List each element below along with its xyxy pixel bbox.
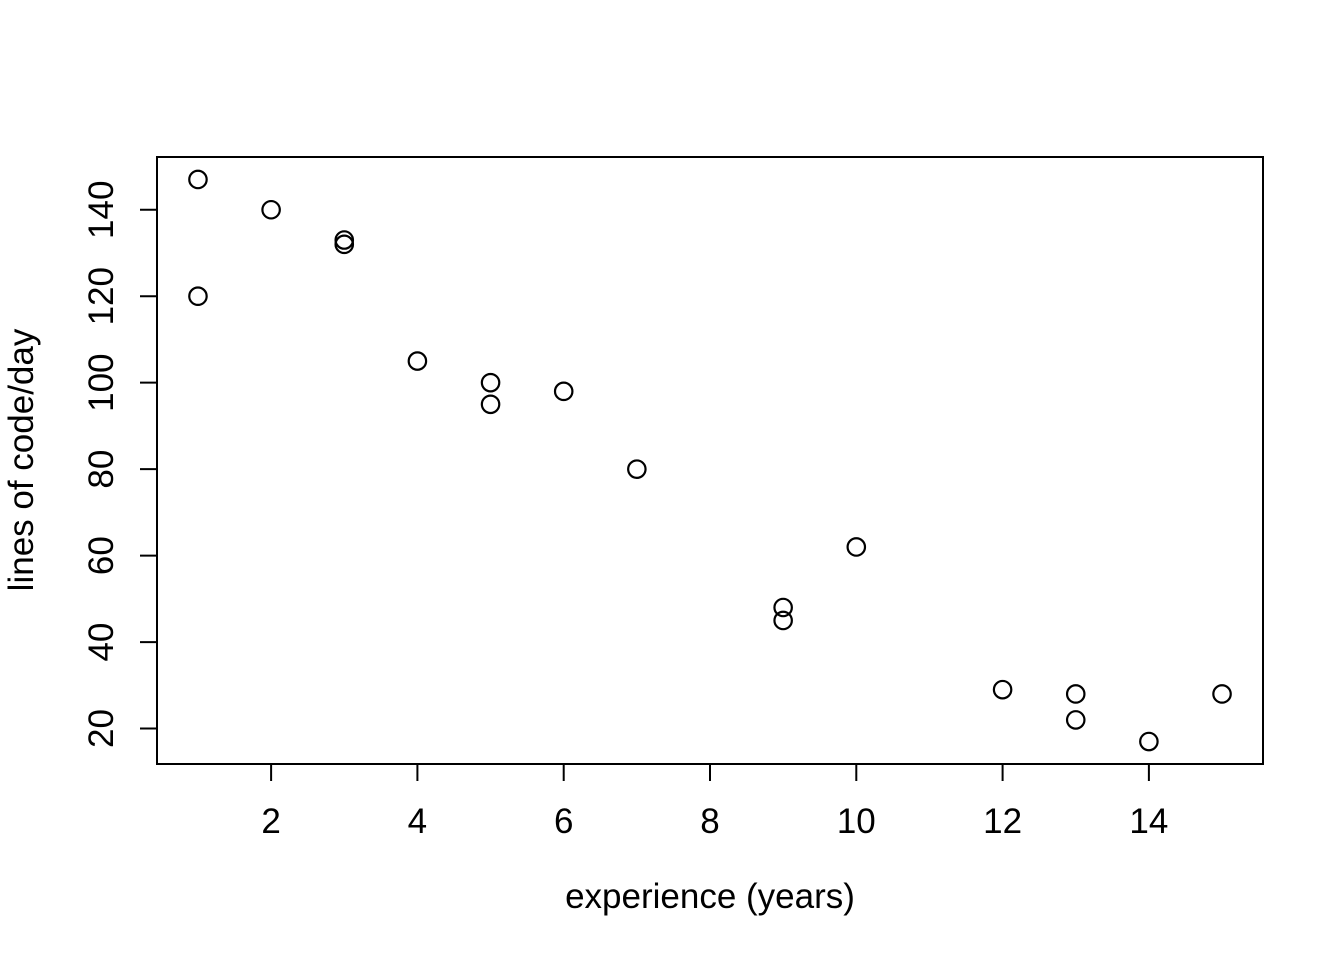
data-point bbox=[261, 199, 281, 220]
y-axis: 20 40 60 80 100 120 140 bbox=[82, 181, 157, 748]
x-axis: 2 4 6 8 10 12 14 bbox=[261, 764, 1168, 841]
data-point bbox=[334, 234, 355, 255]
data-point bbox=[773, 610, 793, 631]
plot-frame bbox=[156, 156, 1264, 765]
data-point bbox=[627, 459, 647, 479]
y-axis-tick-label: 120 bbox=[82, 267, 121, 325]
data-point bbox=[553, 381, 574, 402]
data-point bbox=[1065, 684, 1086, 704]
y-axis-tick-label: 140 bbox=[82, 181, 121, 239]
x-axis-tick-label: 12 bbox=[983, 802, 1022, 841]
data-point bbox=[1065, 710, 1086, 730]
data-points bbox=[188, 169, 1232, 752]
data-point bbox=[846, 537, 867, 557]
data-point bbox=[188, 169, 208, 190]
y-axis-tick-label: 20 bbox=[82, 709, 121, 748]
data-point bbox=[992, 679, 1013, 700]
x-axis-tick-label: 14 bbox=[1129, 802, 1168, 841]
x-axis-label: experience (years) bbox=[565, 877, 855, 916]
y-axis-tick-label: 60 bbox=[82, 536, 121, 575]
data-point bbox=[480, 372, 501, 393]
y-axis-tick-label: 100 bbox=[82, 353, 121, 411]
data-point bbox=[773, 597, 793, 618]
data-point bbox=[480, 394, 501, 415]
x-axis-tick-label: 4 bbox=[408, 802, 427, 841]
x-axis-tick-label: 8 bbox=[700, 802, 719, 841]
y-axis-label: lines of code/day bbox=[2, 328, 41, 591]
data-point bbox=[188, 286, 208, 307]
data-point bbox=[1139, 731, 1159, 752]
y-axis-tick-label: 40 bbox=[82, 623, 121, 662]
data-point bbox=[334, 230, 355, 250]
y-axis-tick-label: 80 bbox=[82, 450, 121, 489]
x-axis-tick-label: 6 bbox=[554, 802, 573, 841]
x-axis-tick-label: 10 bbox=[837, 802, 876, 841]
data-point bbox=[1212, 684, 1232, 704]
x-axis-tick-label: 2 bbox=[261, 802, 280, 841]
data-point bbox=[407, 351, 428, 371]
